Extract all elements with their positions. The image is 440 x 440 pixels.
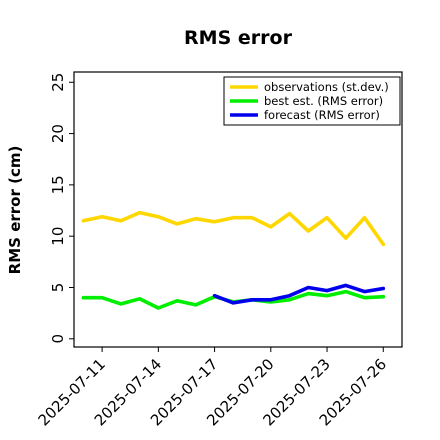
plot-frame [73, 71, 403, 348]
y-tick-label: 25 [49, 73, 67, 92]
chart-title: RMS error [184, 27, 293, 49]
series-line-3 [212, 283, 386, 305]
series-line-1 [81, 210, 386, 247]
legend-label-3: forecast (RMS error) [264, 108, 380, 122]
legend-label-1: observations (st.dev.) [264, 80, 389, 94]
y-tick-label: 10 [49, 227, 67, 246]
series-line-2 [81, 289, 386, 310]
y-tick-label: 20 [49, 124, 67, 143]
plot-area: 05101520252025-07-112025-07-142025-07-17… [35, 71, 403, 429]
y-tick-label: 0 [49, 334, 67, 344]
y-tick-label: 5 [49, 283, 67, 293]
legend-label-2: best est. (RMS error) [264, 94, 383, 108]
y-tick-label: 15 [49, 175, 67, 194]
y-axis-label: RMS error (cm) [6, 146, 24, 275]
